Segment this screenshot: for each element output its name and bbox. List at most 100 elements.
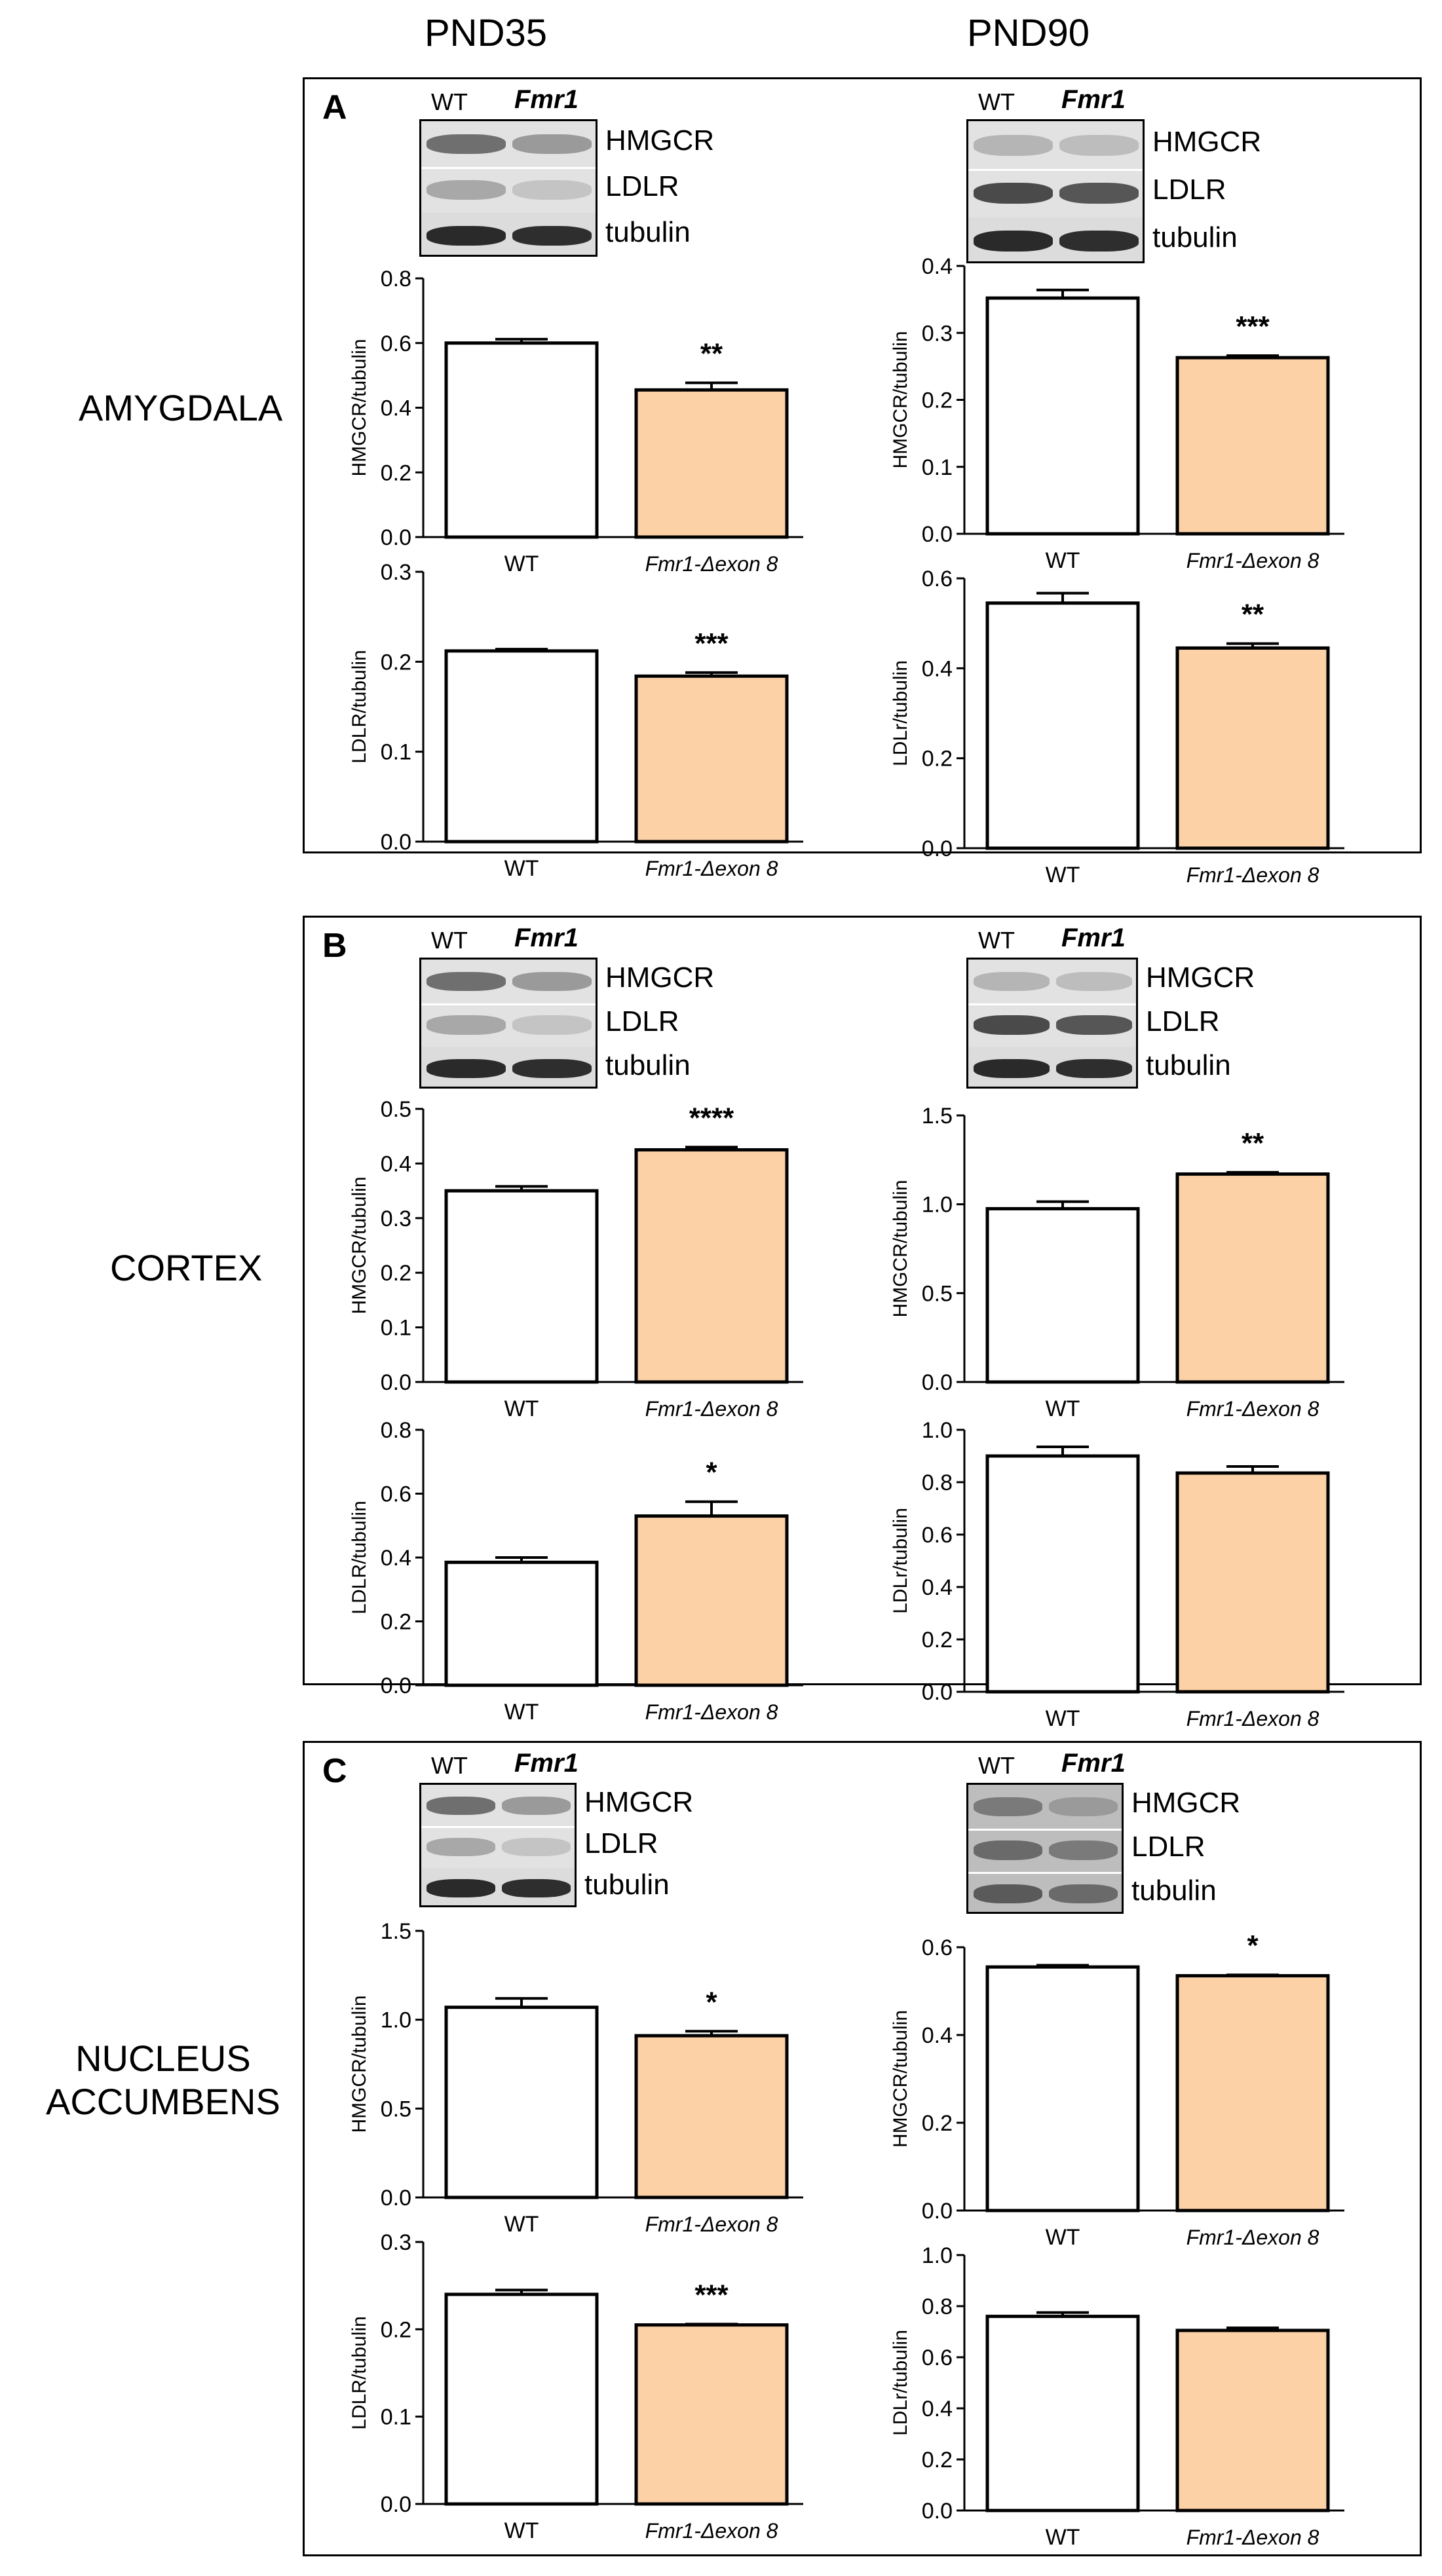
blot-band <box>974 1840 1042 1860</box>
blot-band-label: LDLR <box>1131 1831 1205 1863</box>
blot-band-row <box>968 169 1143 219</box>
blot-band <box>427 134 506 155</box>
bar-wt <box>985 296 1140 536</box>
bar-wt <box>444 2006 599 2199</box>
y-tick-label: 0.1 <box>381 740 411 765</box>
blot-band-row <box>968 1003 1136 1049</box>
bar-chart-b-pnd35-hmgcr: 0.0 0.1 0.2 0.3 0.4 0.5 HMGCR/tubulin WT Fmr1-Δe… <box>349 1097 803 1421</box>
y-tick-label: 0.4 <box>922 254 953 279</box>
blot-band <box>502 1796 571 1815</box>
blot-band-label: LDLR <box>1152 174 1226 206</box>
bar-fmr1-ko <box>1175 1974 1330 2212</box>
y-tick-label: 0.5 <box>922 1281 953 1306</box>
y-tick-label: 0.4 <box>381 396 411 421</box>
blot-band-row <box>421 167 596 215</box>
y-tick-label: 0.2 <box>381 460 411 485</box>
panel-a-box <box>303 77 1422 853</box>
bar-fmr1-ko <box>634 674 789 844</box>
bar-chart-c-pnd35-ldlr: 0.0 0.1 0.2 0.3 LDLR/tubulin WT Fmr1-Δexon 8 **… <box>349 2230 803 2543</box>
y-tick-label: 0.5 <box>381 1097 411 1122</box>
bar-wt <box>444 341 599 539</box>
y-axis-label: HMGCR/tubulin <box>890 2010 911 2148</box>
blot-band <box>1056 1058 1132 1079</box>
y-tick-label: 0.0 <box>381 525 411 550</box>
x-category-label: Fmr1-Δexon 8 <box>645 2519 778 2543</box>
blot-band <box>974 1058 1050 1079</box>
bar-fmr1-ko <box>634 388 789 539</box>
y-tick-label: 0.2 <box>922 2111 953 2136</box>
x-category-label: Fmr1-Δexon 8 <box>645 1700 778 1724</box>
y-axis-label: HMGCR/tubulin <box>349 1995 370 2133</box>
y-tick-label: 0.6 <box>922 1523 953 1548</box>
significance-marker: * <box>1247 1930 1259 1962</box>
y-tick-label: 0.0 <box>381 1673 411 1698</box>
blot-band <box>427 1879 495 1898</box>
y-tick-label: 0.5 <box>381 2097 411 2121</box>
y-tick-label: 0.2 <box>922 388 953 413</box>
blot-band-label: LDLR <box>584 1827 658 1859</box>
bar-wt <box>985 1206 1140 1384</box>
blot-col-label-wt: WT <box>431 1752 468 1779</box>
blot-band-label: HMGCR <box>1146 961 1255 994</box>
bar-wt <box>444 1560 599 1687</box>
blot-band <box>1049 1840 1118 1860</box>
blot-band-row <box>968 1829 1122 1875</box>
y-tick-label: 1.5 <box>922 1104 953 1129</box>
blot-band <box>1049 1884 1118 1904</box>
y-tick-label: 0.6 <box>381 1482 411 1507</box>
y-tick-label: 1.0 <box>922 1193 953 1218</box>
blot-band <box>512 225 592 246</box>
y-tick-label: 0.0 <box>922 1680 953 1705</box>
x-category-label: WT <box>1046 2225 1080 2250</box>
blot-band-row <box>968 960 1136 1005</box>
blot-band-label: HMGCR <box>1152 125 1262 158</box>
y-tick-label: 0.2 <box>381 1610 411 1635</box>
y-tick-label: 1.0 <box>922 2243 953 2268</box>
blot-band <box>1049 1797 1118 1816</box>
blot-band-row <box>421 1003 596 1049</box>
y-tick-label: 1.0 <box>922 1418 953 1443</box>
y-tick-label: 0.6 <box>922 567 953 591</box>
y-axis-label: HMGCR/tubulin <box>349 1176 370 1314</box>
blot-band <box>1059 182 1139 204</box>
bar-fmr1-ko <box>634 2323 789 2506</box>
blot-band-row <box>421 1867 575 1905</box>
y-tick-label: 0.0 <box>922 2199 953 2224</box>
blot-band <box>1056 971 1132 991</box>
blot-band-label: tubulin <box>584 1869 670 1901</box>
blot-band-label: tubulin <box>605 1049 691 1081</box>
x-category-label: Fmr1-Δexon 8 <box>645 1397 778 1421</box>
blot-band <box>512 179 592 200</box>
blot-band <box>427 1796 495 1815</box>
blot-band <box>427 971 506 991</box>
bar-chart-b-pnd90-ldlr: 0.0 0.2 0.4 0.6 0.8 1.0 LDLr/tubulin WT Fmr1-Δex… <box>890 1418 1344 1731</box>
blot-band <box>974 231 1053 252</box>
bar-wt <box>985 1965 1140 2212</box>
x-category-label: Fmr1-Δexon 8 <box>1186 549 1319 572</box>
blot-band <box>512 134 592 155</box>
y-tick-label: 0.1 <box>922 455 953 480</box>
x-category-label: Fmr1-Δexon 8 <box>1186 2226 1319 2249</box>
bar-wt <box>444 649 599 844</box>
blot-band <box>512 1015 592 1035</box>
significance-marker: ** <box>1242 1127 1264 1159</box>
y-tick-label: 0.8 <box>922 2294 953 2319</box>
y-tick-label: 0.1 <box>381 1316 411 1341</box>
y-tick-label: 0.0 <box>922 1370 953 1395</box>
blot-band-row <box>421 1785 575 1829</box>
x-category-label: Fmr1-Δexon 8 <box>1186 1397 1319 1421</box>
blot-band-label: LDLR <box>605 170 679 202</box>
blot-band <box>974 1015 1050 1035</box>
region-label-amygdala: AMYGDALA <box>79 387 283 428</box>
x-category-label: WT <box>1046 548 1080 573</box>
bar-chart-a-pnd35-ldlr: 0.0 0.1 0.2 0.3 LDLR/tubulin WT Fmr1-Δexon 8 **… <box>349 560 803 881</box>
bar-wt <box>444 1189 599 1384</box>
y-tick-label: 0.8 <box>381 267 411 291</box>
x-category-label: Fmr1-Δexon 8 <box>1186 863 1319 887</box>
y-axis-label: HMGCR/tubulin <box>890 331 911 468</box>
blot-band-label: HMGCR <box>584 1785 694 1818</box>
bar-chart-a-pnd90-hmgcr: 0.0 0.1 0.2 0.3 0.4 HMGCR/tubulin WT Fmr1-Δexon… <box>890 254 1344 573</box>
western-blot-image <box>419 1783 577 1907</box>
blot-band-label: LDLR <box>1146 1005 1220 1037</box>
blot-col-label-fmr1: Fmr1 <box>1061 924 1126 952</box>
